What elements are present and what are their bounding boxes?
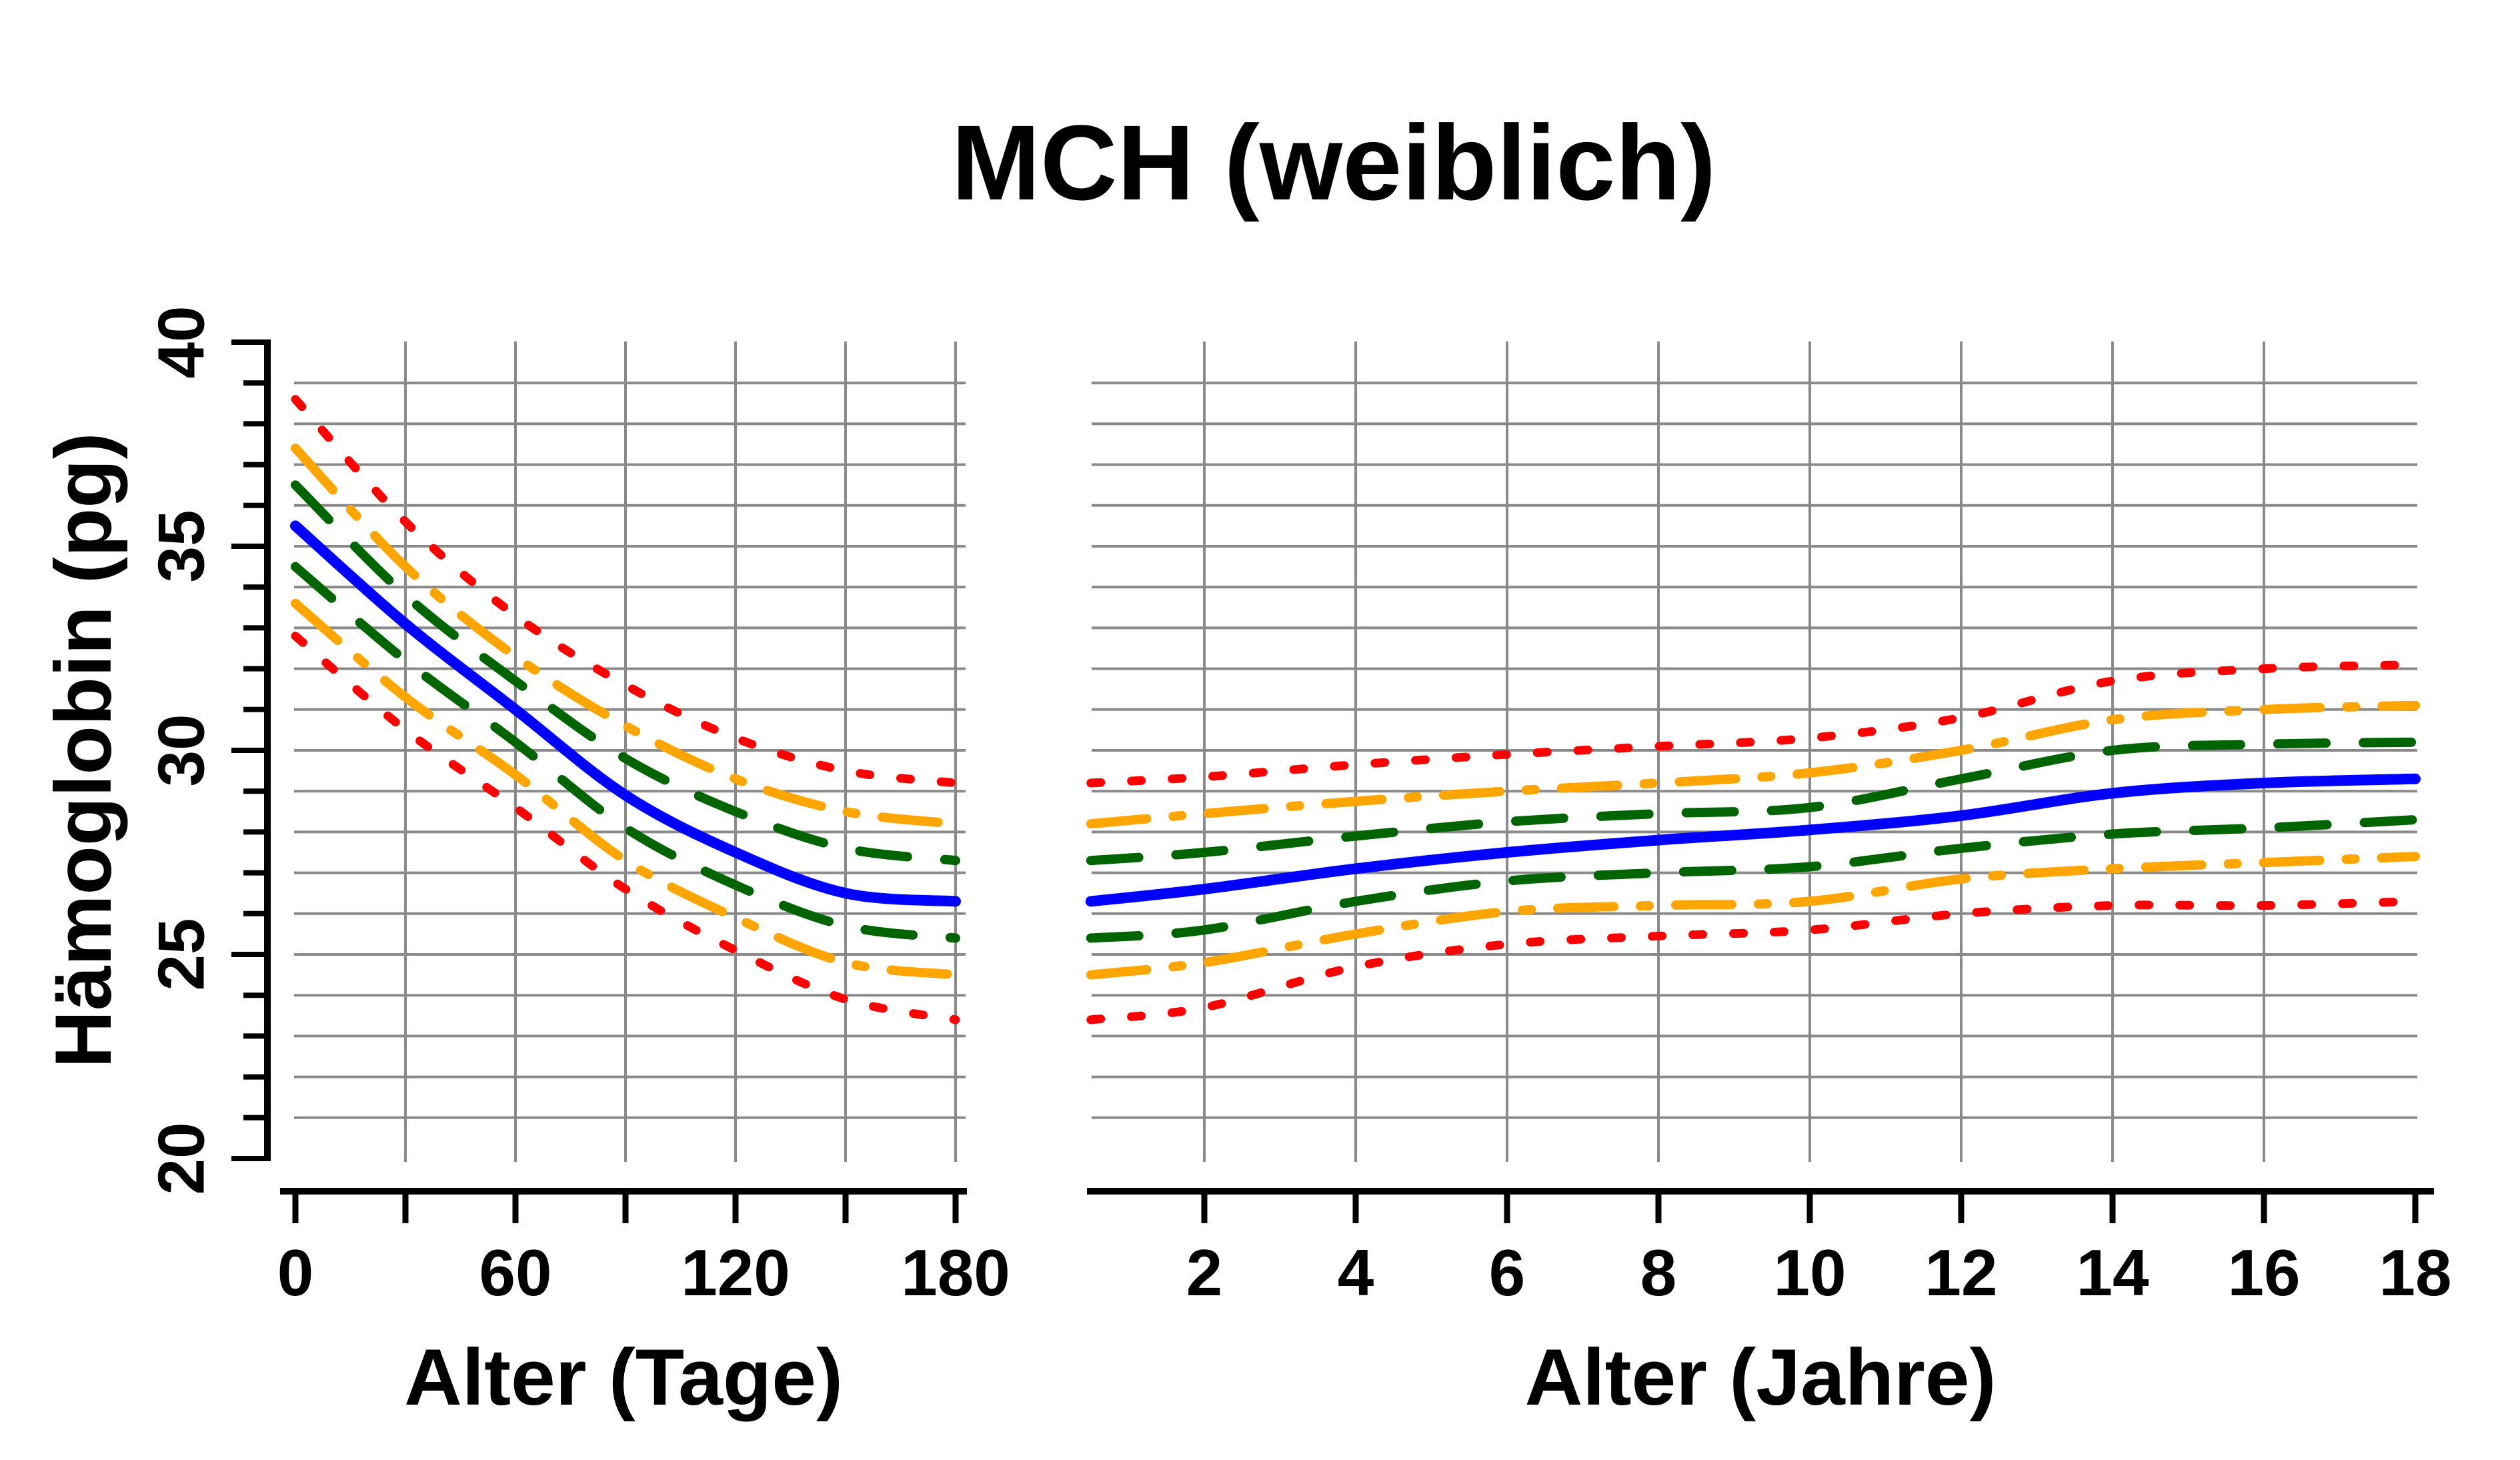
x-tick-label: 10 <box>1773 1236 1846 1309</box>
x-tick-label: 4 <box>1337 1236 1374 1309</box>
series-line-dashdot-tage <box>291 444 960 829</box>
y-tick-label: 20 <box>144 1122 218 1195</box>
series-line-dotted-jahre <box>1086 660 2420 788</box>
x-tick-label: 14 <box>2076 1236 2149 1309</box>
x-tick-label: 16 <box>2227 1236 2301 1309</box>
x-tick-label: 0 <box>277 1236 314 1309</box>
chart-title: MCH (weiblich) <box>951 103 1716 222</box>
y-tick-label: 30 <box>144 714 218 787</box>
series-line-dashdot-jahre <box>1086 700 2420 829</box>
y-tick-label: 40 <box>144 305 218 379</box>
x-axis-title-left: Alter (Tage) <box>404 1333 843 1422</box>
x-tick-label: 8 <box>1640 1236 1677 1309</box>
series-line-dashdot-jahre <box>1086 852 2420 980</box>
y-tick-label: 35 <box>144 510 218 583</box>
x-tick-label: 60 <box>479 1236 552 1309</box>
series-line-dotted-tage <box>291 632 960 1024</box>
x-tick-label: 6 <box>1488 1236 1526 1309</box>
series-line-dashdot-tage <box>291 598 960 980</box>
x-axis-title-right: Alter (Jahre) <box>1524 1333 1997 1422</box>
y-tick-label: 25 <box>144 918 218 991</box>
x-tick-label: 2 <box>1186 1236 1223 1309</box>
series-line-solid-jahre <box>1085 773 2421 907</box>
x-tick-label: 18 <box>2379 1236 2452 1309</box>
x-tick-label: 120 <box>681 1236 790 1309</box>
series-line-dashed-jahre <box>1086 815 2420 943</box>
x-tick-label: 12 <box>1925 1236 1998 1309</box>
series-line-solid-tage <box>290 520 961 907</box>
x-tick-label: 180 <box>901 1236 1010 1309</box>
series-line-dotted-jahre <box>1086 896 2420 1024</box>
y-axis-title: Hämoglobin (pg) <box>39 432 128 1068</box>
series-line-dashed-jahre <box>1086 737 2420 866</box>
